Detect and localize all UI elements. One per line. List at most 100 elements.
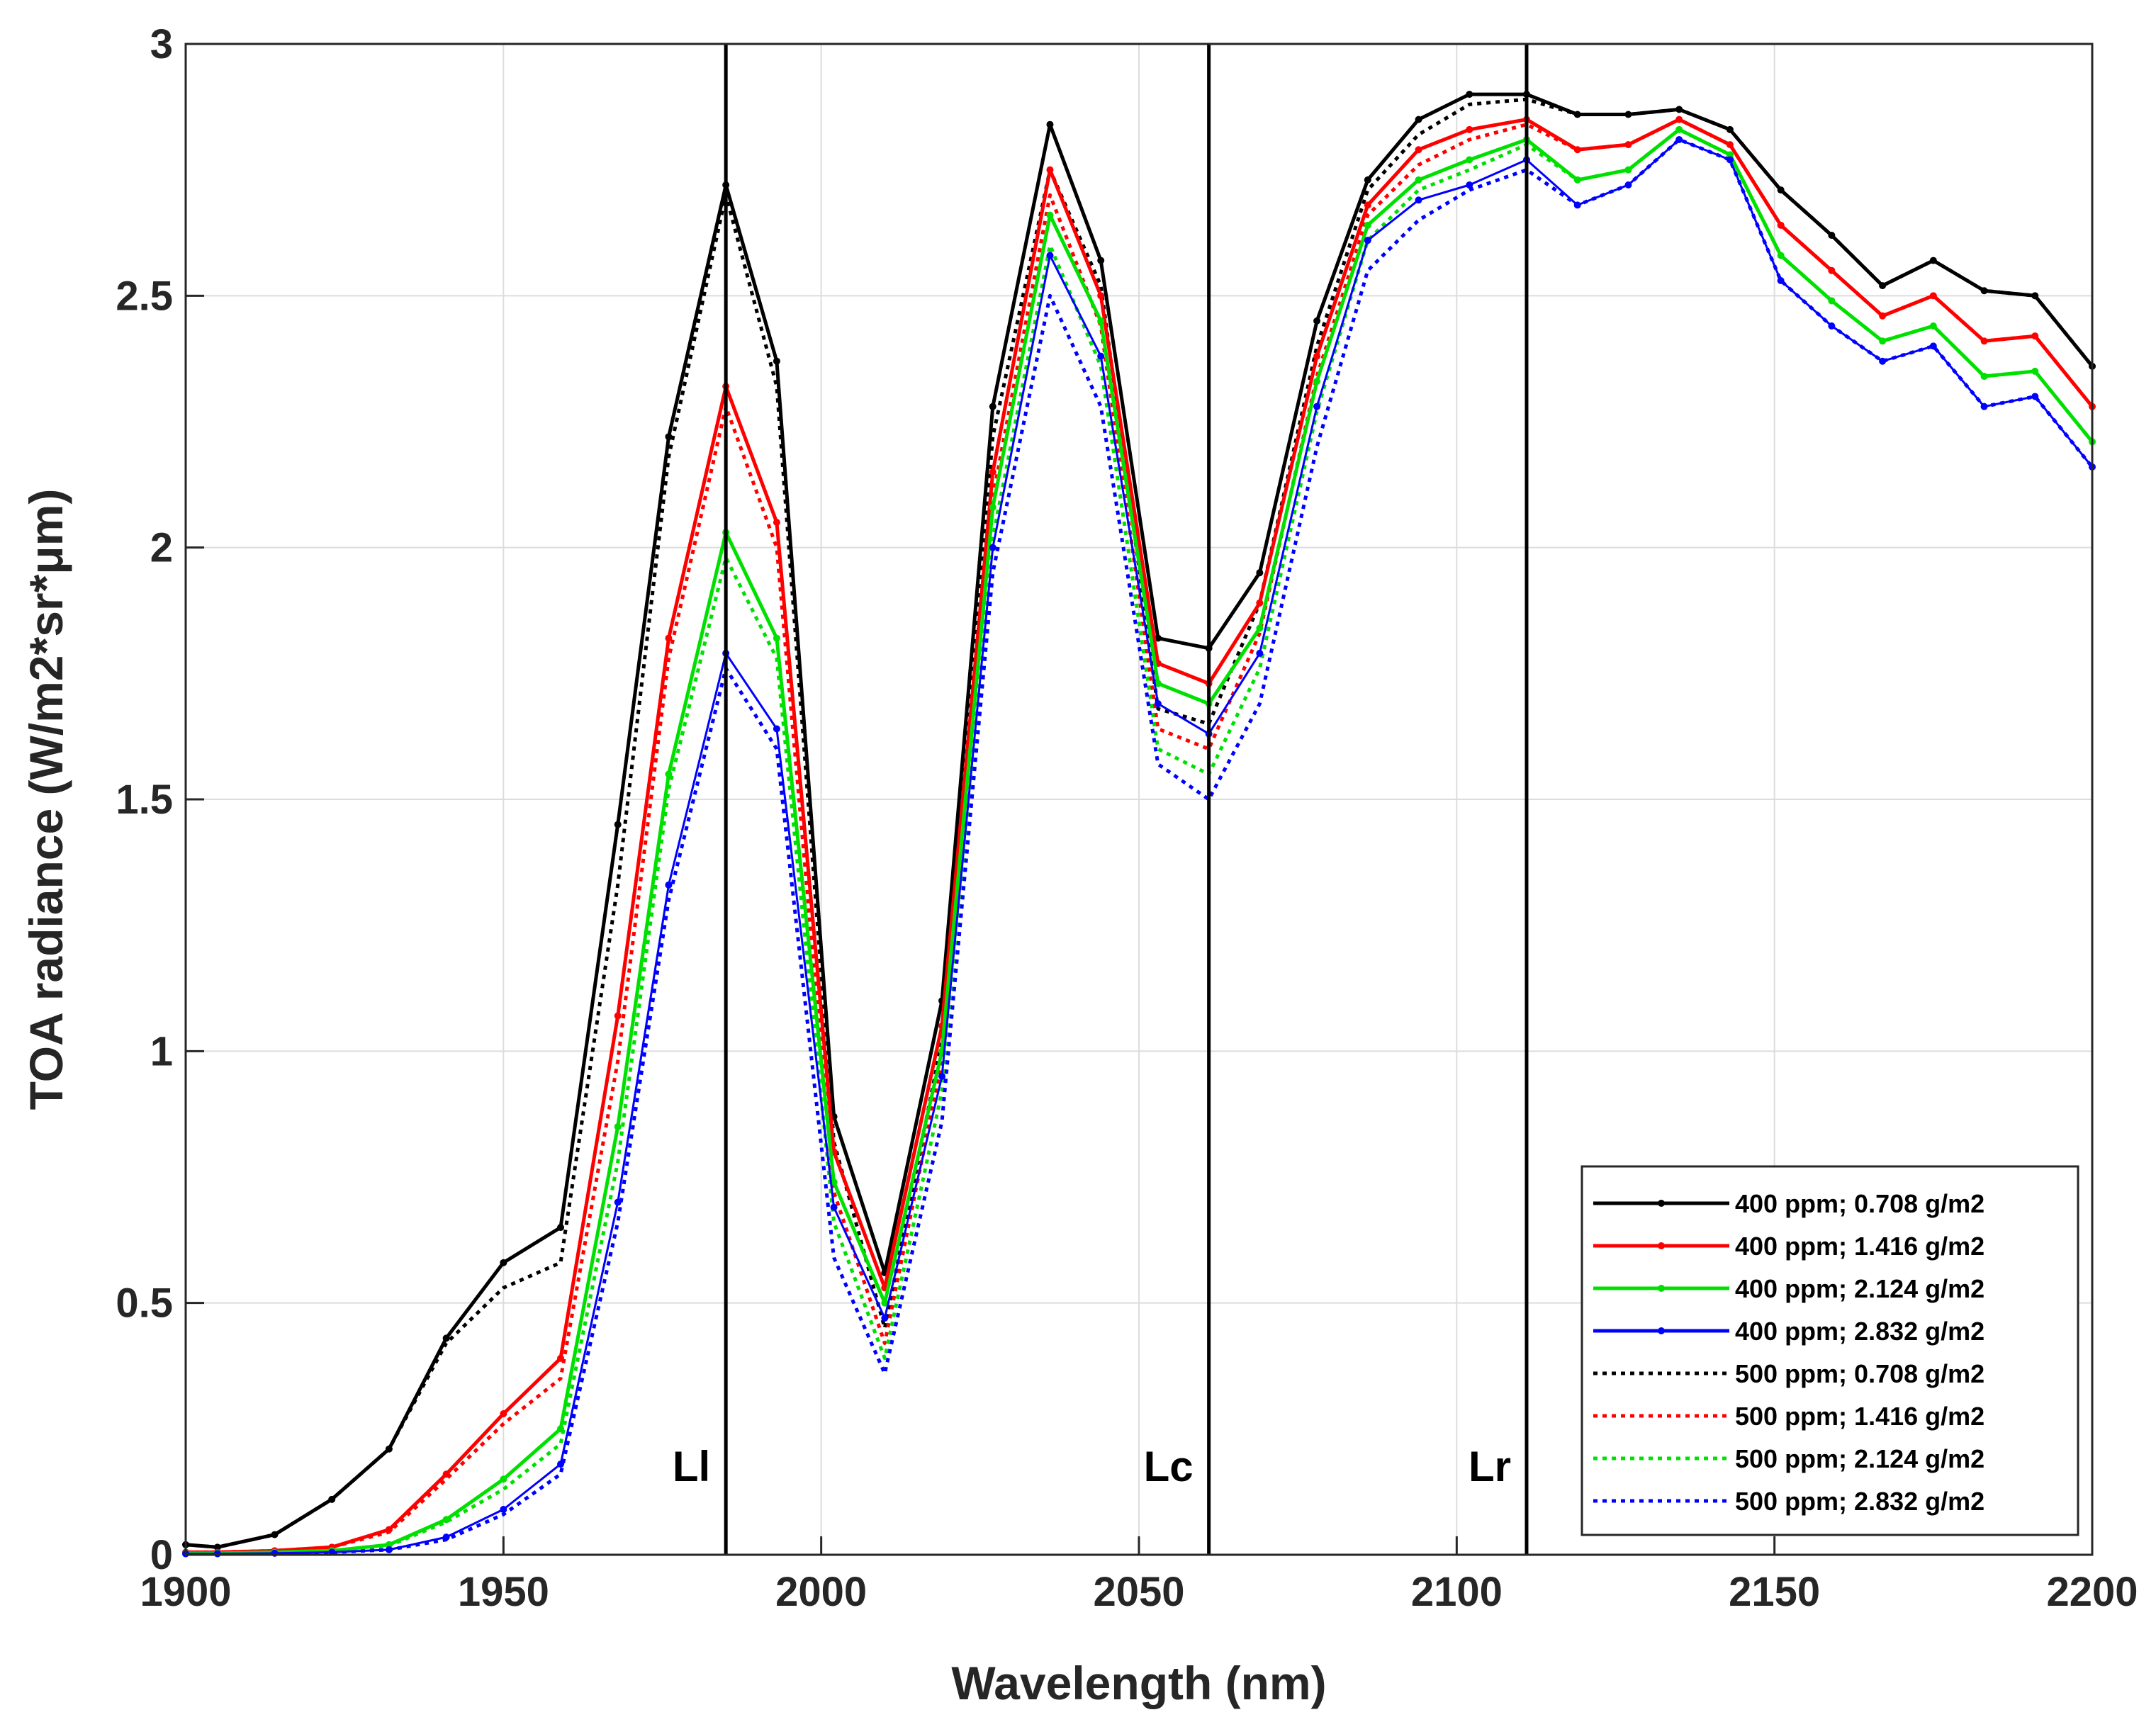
series-point [1879, 282, 1887, 290]
series-point [1624, 166, 1632, 174]
series-point [1777, 221, 1785, 229]
series-point [1726, 151, 1734, 159]
series-point [989, 403, 996, 410]
legend-marker [1658, 1200, 1665, 1207]
series-point [2031, 292, 2039, 300]
series-point [1256, 624, 1264, 632]
series-point [1097, 292, 1105, 300]
y-tick-label: 1 [150, 1028, 173, 1074]
reference-line-label: Lc [1144, 1443, 1194, 1490]
legend-label: 400 ppm; 1.416 g/m2 [1735, 1232, 1984, 1261]
series-point [557, 1425, 565, 1433]
series-point [1675, 106, 1683, 113]
series-point [1313, 403, 1321, 410]
legend-label: 500 ppm; 2.124 g/m2 [1735, 1444, 1984, 1473]
series-point [385, 1445, 393, 1453]
series-point [1256, 649, 1264, 657]
legend-marker [1658, 1285, 1665, 1292]
series-point [1573, 176, 1581, 184]
series-point [1154, 634, 1162, 642]
series-point [773, 357, 780, 365]
series-point [1879, 312, 1887, 320]
series-point [1466, 156, 1473, 164]
series-point [1980, 373, 1988, 381]
legend-label: 500 ppm; 2.832 g/m2 [1735, 1487, 1984, 1516]
series-point [665, 770, 673, 778]
series-point [1980, 287, 1988, 295]
series-point [1097, 317, 1105, 325]
series-point [1415, 196, 1422, 204]
series-point [1726, 156, 1734, 164]
legend-label: 400 ppm; 2.832 g/m2 [1735, 1317, 1984, 1346]
series-point [773, 519, 780, 527]
series-point [1828, 232, 1836, 240]
reference-lines: Ll Lc Lr [673, 44, 1529, 1555]
series-point [830, 1203, 838, 1211]
y-tick-label: 0.5 [116, 1281, 173, 1327]
x-tick-label: 1900 [140, 1569, 231, 1615]
series-point [1364, 237, 1371, 244]
legend-box [1580, 1165, 2079, 1536]
series-point [1726, 141, 1734, 149]
series-point [557, 1224, 565, 1232]
series-point [1415, 116, 1422, 123]
series-point [614, 821, 622, 828]
legend-marker [1658, 1242, 1665, 1249]
series-point [442, 1334, 450, 1342]
legend-label: 500 ppm; 0.708 g/m2 [1735, 1359, 1984, 1388]
series-line [186, 137, 2094, 1556]
series-point [385, 1546, 393, 1553]
series-point [1777, 186, 1785, 194]
series-point [1097, 257, 1105, 264]
series-point [1313, 317, 1321, 325]
series-point [1675, 125, 1683, 133]
series-point [1573, 146, 1581, 154]
series-point [1980, 403, 1988, 410]
x-tick-label: 2100 [1411, 1569, 1503, 1615]
series-point [1466, 125, 1473, 133]
series-point [2031, 393, 2039, 400]
series-point [1313, 378, 1321, 386]
series-point [1726, 125, 1734, 133]
series-point [271, 1531, 279, 1538]
series-point [1046, 252, 1054, 259]
series-point [1828, 322, 1836, 330]
series-point [557, 1354, 565, 1362]
series-point [500, 1506, 507, 1514]
series-point [442, 1534, 450, 1541]
series-point [2031, 332, 2039, 340]
series-point [665, 881, 673, 889]
series-point [1879, 337, 1887, 345]
series-point [1256, 599, 1264, 607]
reference-line-label: Lr [1469, 1443, 1511, 1490]
series-point [213, 1543, 221, 1551]
series-point [1675, 136, 1683, 144]
series-point [1466, 181, 1473, 188]
legend: 400 ppm; 0.708 g/m2 400 ppm; 1.416 g/m2 40… [1580, 1165, 2079, 1536]
series-point [665, 634, 673, 642]
series-point [385, 1541, 393, 1548]
series-point [1777, 277, 1785, 285]
series-point [500, 1410, 507, 1418]
x-tick-label: 2000 [775, 1569, 867, 1615]
series-point [1364, 176, 1371, 184]
series-point [1046, 211, 1054, 219]
series-point [938, 1072, 946, 1080]
series-point [1415, 146, 1422, 154]
series-point [1154, 699, 1162, 707]
series-point [2031, 367, 2039, 375]
series-point [1097, 352, 1105, 360]
x-tick-label: 2200 [2046, 1569, 2138, 1615]
series-point [1364, 221, 1371, 229]
y-tick-label: 1.5 [116, 777, 173, 823]
series-point [1256, 569, 1264, 577]
series-point [1154, 680, 1162, 687]
series-point [773, 634, 780, 642]
series-point [500, 1475, 507, 1483]
legend-label: 400 ppm; 0.708 g/m2 [1735, 1189, 1984, 1218]
y-axis-title: TOA radiance (W/m2*sr*μm) [20, 489, 72, 1110]
x-tick-label: 1950 [458, 1569, 549, 1615]
series-point [1980, 337, 1988, 345]
series-point [989, 544, 996, 551]
